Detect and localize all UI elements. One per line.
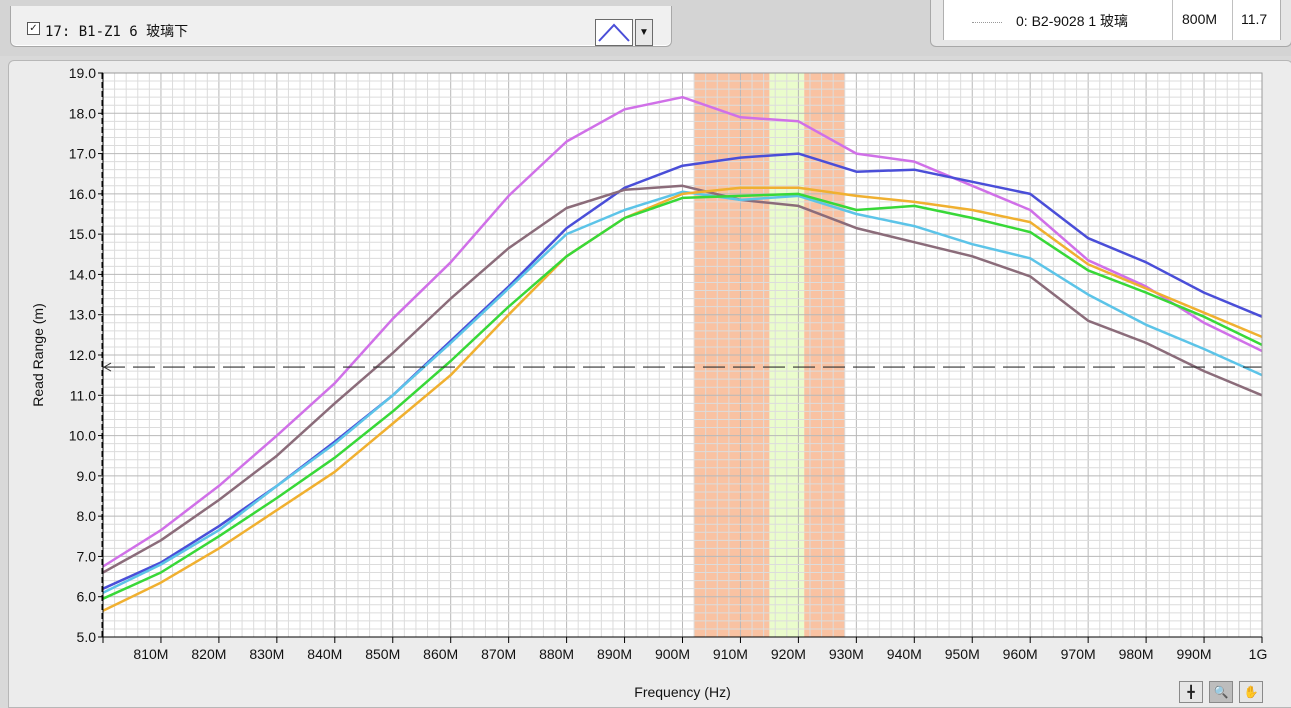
series-line-2[interactable] xyxy=(102,184,1263,574)
x-tick-label: 860M xyxy=(423,646,458,662)
y-tick-label: 5.0 xyxy=(77,629,97,645)
y-tick-label: 11.0 xyxy=(70,387,96,403)
legend-divider xyxy=(1172,0,1173,40)
x-tick-label: 970M xyxy=(1061,646,1096,662)
x-tick-label: 840M xyxy=(307,646,342,662)
x-tick-label: 810M xyxy=(133,646,168,662)
legend-series-name: 0: B2-9028 1 玻璃 xyxy=(1016,13,1129,29)
series-line-5[interactable] xyxy=(102,192,1263,600)
x-tick-label: 980M xyxy=(1119,646,1154,662)
y-tick-label: 17.0 xyxy=(69,146,96,162)
threshold-arrow-icon xyxy=(102,362,112,372)
plot-legend: 0: B2-9028 1 玻璃 800M 11.7 xyxy=(930,0,1291,47)
graph-panel: 5.0 6.0 7.0 8.0 9.0 10.0 11.0 12.0 13.0 14.0 15.0 1… xyxy=(8,60,1291,708)
y-tick-label: 7.0 xyxy=(77,548,97,564)
series-line-0[interactable] xyxy=(102,95,1263,568)
pan-tool-icon[interactable]: ✋ xyxy=(1239,681,1263,703)
legend-row[interactable]: 0: B2-9028 1 玻璃 800M 11.7 xyxy=(943,0,1281,40)
x-tick-label: 890M xyxy=(597,646,632,662)
x-tick-label: 1G xyxy=(1249,646,1268,662)
line-style-icon[interactable] xyxy=(595,19,633,46)
zoom-tool-icon[interactable]: 🔍 xyxy=(1209,681,1233,703)
x-tick-label: 900M xyxy=(655,646,690,662)
read-range-chart[interactable]: 5.0 6.0 7.0 8.0 9.0 10.0 11.0 12.0 13.0 14.0 15.0 1… xyxy=(9,61,1291,707)
chevron-down-icon[interactable]: ▼ xyxy=(635,19,653,46)
x-tick-label: 870M xyxy=(481,646,516,662)
plot-visible-checkbox[interactable]: ✓ xyxy=(27,22,40,35)
x-tick-label: 950M xyxy=(945,646,980,662)
legend-frequency: 800M xyxy=(1182,11,1218,27)
line-style-swatch-icon xyxy=(598,23,630,42)
y-tick-label: 8.0 xyxy=(77,508,97,524)
plot-name-label: 17: B1-Z1 6 玻璃下 xyxy=(45,24,189,40)
y-axis-label: Read Range (m) xyxy=(30,303,46,407)
y-tick-label: 6.0 xyxy=(77,589,97,605)
x-tick-label: 910M xyxy=(713,646,748,662)
plot-selector[interactable]: ✓ 17: B1-Z1 6 玻璃下 ▼ xyxy=(10,6,672,47)
x-tick-label: 820M xyxy=(191,646,226,662)
series-line-3[interactable] xyxy=(102,190,1263,594)
y-tick-label: 14.0 xyxy=(69,266,96,282)
x-tick-label: 990M xyxy=(1177,646,1212,662)
top-toolbar: ✓ 17: B1-Z1 6 玻璃下 ▼ 0: B2-9028 1 玻璃 800M… xyxy=(0,0,1291,56)
x-tick-label: 930M xyxy=(829,646,864,662)
x-tick-label: 850M xyxy=(365,646,400,662)
y-tick-label: 18.0 xyxy=(69,105,96,121)
x-tick-label: 880M xyxy=(539,646,574,662)
legend-line-icon xyxy=(972,22,1002,23)
y-tick-label: 19.0 xyxy=(69,65,96,81)
x-tick-label: 830M xyxy=(249,646,284,662)
y-tick-label: 13.0 xyxy=(69,307,96,323)
x-tick-label: 940M xyxy=(887,646,922,662)
y-tick-label: 15.0 xyxy=(69,226,96,242)
cursor-tool-icon[interactable]: ╋ xyxy=(1179,681,1203,703)
y-tick-label: 16.0 xyxy=(69,186,96,202)
x-axis-label: Frequency (Hz) xyxy=(634,684,730,700)
y-tick-label: 12.0 xyxy=(69,347,96,363)
series-line-4[interactable] xyxy=(102,186,1263,612)
x-tick-label: 960M xyxy=(1003,646,1038,662)
legend-divider xyxy=(1232,0,1233,40)
y-tick-label: 9.0 xyxy=(77,468,97,484)
y-tick-label: 10.0 xyxy=(69,428,96,444)
x-tick-label: 920M xyxy=(771,646,806,662)
legend-value: 11.7 xyxy=(1241,11,1268,27)
